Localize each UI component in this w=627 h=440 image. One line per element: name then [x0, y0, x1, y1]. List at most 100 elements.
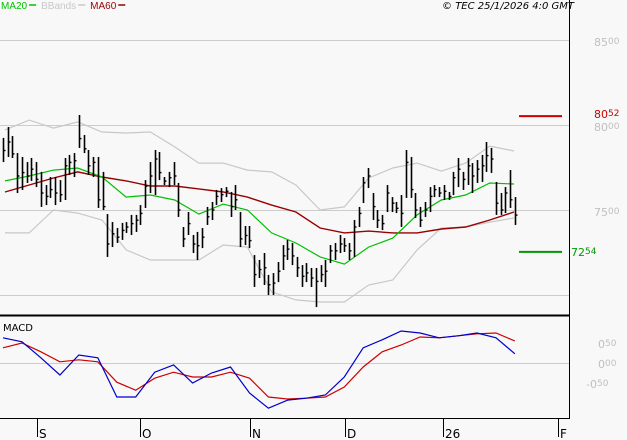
level-label-8052: 8052 — [594, 108, 619, 121]
ohlc-bar — [391, 197, 395, 213]
y-tick-label: 8500 — [594, 36, 620, 49]
ohlc-bar — [106, 214, 110, 257]
ohlc-bar — [353, 220, 357, 257]
ohlc-bar — [149, 162, 153, 193]
ohlc-bar — [239, 212, 243, 248]
ohlc-bar — [471, 163, 475, 193]
ohlc-bar — [301, 265, 305, 288]
ohlc-bar — [11, 136, 15, 158]
ohlc-bar — [30, 157, 34, 181]
ohlc-bar — [291, 242, 295, 266]
ma60-line — [4, 171, 515, 234]
ohlc-bar — [424, 202, 428, 217]
ohlc-bar — [509, 170, 513, 208]
macd-panel: 050 000 -050 — [0, 330, 617, 409]
ohlc-bar — [154, 149, 158, 196]
ohlc-bar — [2, 137, 6, 163]
y-tick-label: 8000 — [594, 121, 620, 134]
ohlc-bar — [286, 239, 290, 260]
ohlc-bar — [54, 177, 58, 206]
ohlc-bar — [73, 153, 77, 178]
ohlc-bar — [443, 185, 447, 200]
ohlc-bar — [177, 182, 181, 217]
ohlc-bar — [187, 212, 191, 235]
copyright: © TEC 25/1/2026 4:0 GMT — [442, 1, 575, 12]
ohlc-bar — [267, 274, 271, 295]
ohlc-bar — [192, 234, 196, 254]
ohlc-bar — [376, 210, 380, 229]
ohlc-bar — [400, 195, 404, 227]
ohlc-bar — [111, 222, 115, 248]
ohlc-bar — [125, 222, 129, 233]
ohlc-bar — [495, 181, 499, 215]
x-tick-label: 26 — [445, 427, 460, 440]
macd-title: MACD — [3, 323, 33, 334]
ohlc-bar — [334, 242, 338, 260]
ohlc-bar — [320, 265, 324, 283]
ohlc-bar — [348, 242, 352, 260]
ohlc-bar — [500, 193, 504, 215]
ohlc-bar — [448, 191, 452, 200]
ohlc-bar — [49, 177, 53, 198]
ohlc-bar — [87, 149, 91, 175]
ohlc-bar — [102, 171, 106, 210]
legend-ma20: MA20 — [1, 1, 28, 12]
ohlc-bar — [438, 187, 442, 198]
ma20-line — [4, 167, 515, 265]
bband-lower-line — [5, 209, 515, 303]
ohlc-bar — [139, 205, 143, 225]
macd-tick-label: 050 — [598, 338, 617, 351]
ohlc-bar — [343, 238, 347, 252]
ohlc-bar — [116, 228, 120, 243]
ohlc-bar — [244, 225, 248, 246]
ohlc-bar — [476, 160, 480, 183]
ohlc-bar — [225, 187, 229, 198]
ohlc-bar — [83, 135, 87, 154]
ohlc-bar — [258, 259, 262, 278]
ohlc-bar — [248, 225, 252, 249]
price-bars — [2, 114, 518, 308]
moving-averages — [4, 167, 515, 265]
ohlc-bar — [277, 262, 281, 283]
ohlc-bar — [144, 180, 148, 208]
legend-bbands: BBands — [41, 1, 76, 12]
ohlc-bar — [206, 206, 210, 225]
ohlc-bar — [215, 189, 219, 206]
x-tick-label: O — [142, 427, 151, 440]
macd-line — [2, 330, 516, 409]
ohlc-bar — [324, 259, 328, 288]
ohlc-bar — [163, 177, 167, 186]
ohlc-bar — [282, 245, 286, 271]
ohlc-bar — [358, 206, 362, 227]
ohlc-bar — [158, 152, 162, 181]
ohlc-bar — [68, 154, 72, 175]
ohlc-bar — [315, 267, 319, 308]
ohlc-bar — [514, 197, 518, 225]
legend-ma60: MA60 — [90, 1, 117, 12]
ohlc-bar — [64, 157, 68, 200]
ohlc-bar — [59, 180, 63, 203]
ohlc-bar — [405, 149, 409, 198]
macd-tick-label: 000 — [598, 358, 617, 371]
ohlc-bar — [410, 156, 414, 198]
ohlc-bar — [367, 168, 371, 189]
ohlc-bar — [182, 227, 186, 248]
price-axis-labels: 8500 8000 7500 — [594, 36, 620, 219]
ohlc-bar — [97, 156, 101, 208]
ohlc-bar — [462, 171, 466, 190]
ohlc-bar — [381, 214, 385, 231]
ohlc-bar — [372, 193, 376, 221]
ohlc-bar — [253, 255, 257, 288]
ohlc-bar — [121, 222, 125, 240]
y-tick-label: 7500 — [594, 206, 620, 219]
ohlc-bar — [263, 253, 267, 285]
ohlc-bar — [78, 114, 82, 148]
ohlc-bar — [135, 214, 139, 232]
ohlc-bar — [26, 162, 30, 183]
bband-upper-line — [4, 119, 515, 211]
x-tick-label: S — [39, 427, 47, 440]
ohlc-bar — [362, 177, 366, 204]
time-axis: S O N D 26 F — [37, 418, 567, 440]
ohlc-bar — [467, 157, 471, 186]
